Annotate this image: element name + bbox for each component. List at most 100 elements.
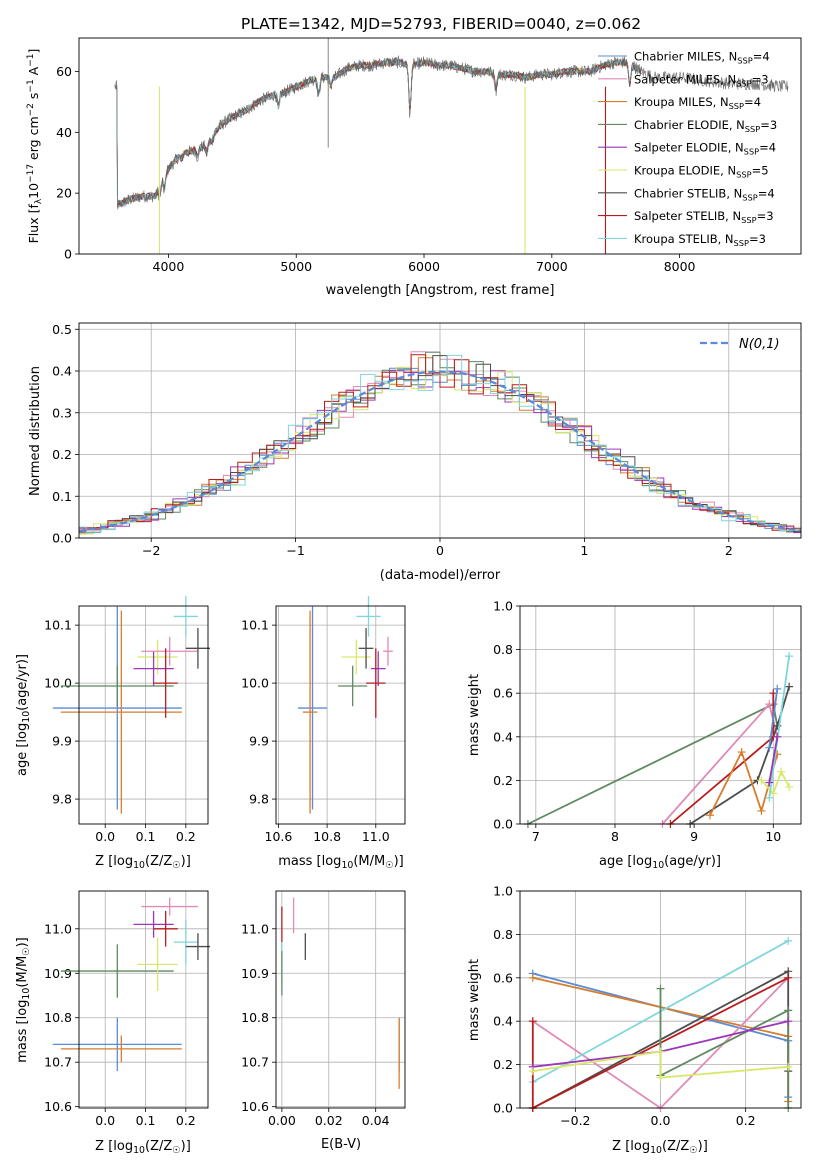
x-tick-label: −2 (142, 543, 160, 558)
x-axis-label-part: (Z/Z (145, 1139, 172, 1154)
legend-n-prefix: , N (721, 50, 737, 64)
legend-n-sub: SSP (744, 147, 759, 157)
legend-n-value: 4 (767, 186, 774, 200)
weight-series-line (760, 769, 790, 796)
y-tick-label: 9.8 (52, 792, 72, 807)
x-tick-label: 7 (532, 829, 540, 844)
legend-n-sub: SSP (737, 56, 752, 66)
x-axis-label-part: ☉ (689, 1145, 697, 1156)
y-tick-label: 0.4 (493, 1014, 513, 1029)
x-axis-label-part: Z [log (612, 1139, 650, 1154)
weight-series-marker (528, 1017, 537, 1026)
y-axis-label: mass [log10(M/M☉)] (15, 937, 32, 1063)
x-axis-label-part: )] (181, 854, 191, 869)
y-tick-label: 10.0 (241, 676, 269, 691)
weight-series-marker (784, 1017, 793, 1026)
legend-entry: Salpeter MILES, NSSP=3 (634, 72, 769, 88)
y-axis-label-part: −2 (26, 103, 36, 116)
panel-residuals: −2 −1 0 1 2 0.0 0.1 0.2 0.3 0.4 0.5 (data-model)/er… (28, 322, 802, 583)
x-axis-label-part: ☉ (385, 860, 393, 871)
y-tick-label: 40 (56, 125, 72, 140)
legend-n-prefix: , N (720, 72, 736, 86)
weight-series-marker (737, 748, 746, 757)
x-tick-label: 7000 (536, 259, 568, 274)
x-tick-label: 0.0 (651, 1113, 671, 1128)
y-axis-label-part: ] (26, 49, 41, 54)
x-tick-label: 0.1 (136, 829, 156, 844)
x-axis-label: Z [log10(Z/Z☉)] (95, 1139, 191, 1156)
x-tick-label: 0.04 (362, 1113, 390, 1128)
x-tick-label: 1 (580, 543, 588, 558)
weight-series-marker (777, 767, 786, 776)
y-tick-label: 10.6 (241, 1099, 269, 1114)
model-spectrum-line (117, 58, 642, 208)
legend-name: Chabrier MILES (634, 50, 721, 64)
model-spectrum-line (115, 58, 642, 208)
legend-entry: Salpeter STELIB, NSSP=3 (634, 209, 774, 225)
panel-age-vs-mass: 10.6 10.8 11.0 9.8 9.9 10.0 10.1 mass [log10(M/… (241, 596, 406, 871)
x-tick-label: 10.8 (313, 829, 341, 844)
legend-n-value: 3 (759, 232, 766, 246)
x-tick-label: 0.0 (95, 1113, 115, 1128)
x-axis-label: Z [log10(Z/Z☉)] (95, 854, 191, 871)
legend-entry: Kroupa MILES, NSSP=4 (634, 95, 761, 111)
legend-n-prefix: , N (725, 209, 741, 223)
y-axis-label-part: mass [log (15, 1000, 30, 1063)
x-axis-label-part: mass [log (278, 854, 341, 869)
legend-n-sub: SSP (745, 124, 760, 134)
legend-entry: Salpeter ELODIE, NSSP=4 (634, 141, 776, 157)
x-tick-label: 0.00 (268, 1113, 296, 1128)
x-tick-label: 0.2 (176, 1113, 196, 1128)
legend-name: Kroupa MILES (634, 95, 713, 109)
weight-series-marker (785, 652, 794, 661)
legend-n-sub: SSP (729, 101, 744, 111)
panel-age-vs-z: 0.0 0.1 0.29.89.910.010.1Z [log10(Z/Z☉)]ag… (15, 596, 211, 871)
weight-series-line (768, 688, 779, 748)
x-axis-label-part: 10 (133, 860, 145, 871)
x-tick-label: 8000 (664, 259, 696, 274)
x-axis-label-part: )] (181, 1139, 191, 1154)
x-tick-label: 10.6 (265, 829, 293, 844)
weight-series-line (768, 736, 779, 783)
weight-series-line (768, 655, 790, 798)
x-tick-label: 11.0 (362, 829, 390, 844)
x-axis-label: wavelength [Angstrom, rest frame] (326, 283, 555, 298)
x-axis-label-part: ☉ (172, 1145, 180, 1156)
legend-entry: Kroupa STELIB, NSSP=3 (634, 232, 766, 248)
y-tick-label: 0.1 (52, 489, 72, 504)
y-tick-label: 0.0 (493, 1101, 513, 1116)
axes-frame (519, 605, 802, 825)
y-tick-label: 10.7 (241, 1055, 269, 1070)
x-axis-label-part: Z [log (95, 854, 133, 869)
axes-frame (78, 37, 802, 255)
y-tick-label: 10.9 (44, 966, 72, 981)
x-axis-label-part: 10 (650, 1145, 662, 1156)
y-tick-label: 0.0 (52, 531, 72, 546)
x-axis-label-part: (Z/Z (145, 854, 172, 869)
weight-series-marker (757, 776, 766, 785)
x-tick-label: 8 (611, 829, 619, 844)
weight-series-marker (765, 743, 774, 752)
x-tick-label: 0.02 (315, 1113, 343, 1128)
y-axis-label-part: (age/yr)] (15, 654, 30, 711)
legend-n-eq: = (758, 186, 768, 200)
x-tick-label: 5000 (280, 259, 312, 274)
y-axis-label-part: 10 (26, 183, 41, 199)
legend-n-eq: = (760, 118, 770, 132)
y-axis-label-part: A (26, 66, 41, 79)
y-tick-label: 9.9 (249, 734, 269, 749)
weight-series-marker (528, 1067, 537, 1076)
y-axis-label: mass weight (467, 674, 482, 756)
panel-weight-vs-z: −0.2 0.0 0.2 0.0 0.2 0.4 0.6 0.8 1.0 Z [log10(Z/Z… (467, 884, 802, 1156)
y-tick-label: 11.0 (241, 921, 269, 936)
weight-series-marker (765, 778, 774, 787)
x-axis-label-part: (age/yr)] (664, 854, 721, 869)
y-tick-label: 0.5 (52, 322, 72, 337)
y-axis-label-part: −1 (26, 54, 36, 67)
weight-series-marker (765, 793, 774, 802)
x-tick-label: 0.2 (736, 1113, 756, 1128)
legend-n-value: 5 (761, 164, 768, 178)
weight-series-marker (784, 936, 793, 945)
